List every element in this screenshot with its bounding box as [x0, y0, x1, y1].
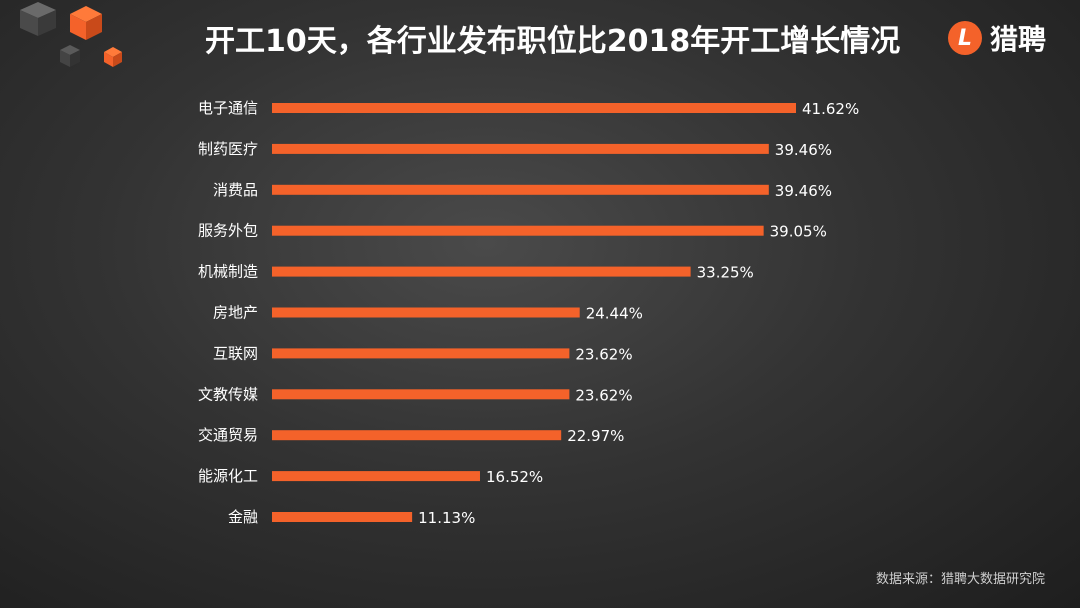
bar — [272, 266, 691, 277]
value-label: 39.05% — [770, 223, 827, 241]
category-label: 服务外包 — [198, 222, 258, 240]
bar — [272, 471, 480, 482]
bar — [272, 348, 570, 359]
bar — [272, 143, 769, 154]
value-label: 23.62% — [575, 386, 632, 404]
value-label: 23.62% — [575, 345, 632, 363]
value-label: 16.52% — [486, 468, 543, 486]
category-label: 机械制造 — [198, 263, 258, 281]
bar — [272, 430, 562, 441]
category-label: 能源化工 — [198, 467, 258, 485]
value-label: 41.62% — [802, 100, 859, 118]
value-label: 39.46% — [775, 141, 832, 159]
bar — [272, 512, 413, 522]
category-label: 文教传媒 — [198, 385, 258, 403]
value-label: 39.46% — [775, 182, 832, 200]
logo-mark-icon: L — [948, 21, 982, 55]
decorative-cubes-icon — [20, 2, 122, 67]
category-label: 电子通信 — [198, 99, 258, 117]
chart-title: 开工10天，各行业发布职位比2018年开工增长情况 — [205, 24, 901, 59]
logo-text: 猎聘 — [990, 23, 1047, 56]
logo: L 猎聘 — [948, 20, 1046, 56]
category-label: 消费品 — [213, 181, 258, 199]
category-label: 制药医疗 — [198, 140, 258, 158]
value-label: 22.97% — [567, 427, 624, 445]
category-label: 金融 — [228, 508, 258, 526]
bar — [272, 184, 769, 195]
bar — [272, 307, 580, 318]
value-label: 11.13% — [418, 509, 475, 527]
bar — [272, 103, 796, 113]
category-label: 房地产 — [213, 304, 258, 322]
value-label: 33.25% — [697, 264, 754, 282]
bar — [272, 225, 764, 236]
category-label: 交通贸易 — [198, 426, 258, 444]
value-label: 24.44% — [586, 305, 643, 323]
category-label: 互联网 — [213, 344, 258, 362]
data-source: 数据来源：猎聘大数据研究院 — [875, 572, 1045, 587]
bar — [272, 389, 570, 400]
